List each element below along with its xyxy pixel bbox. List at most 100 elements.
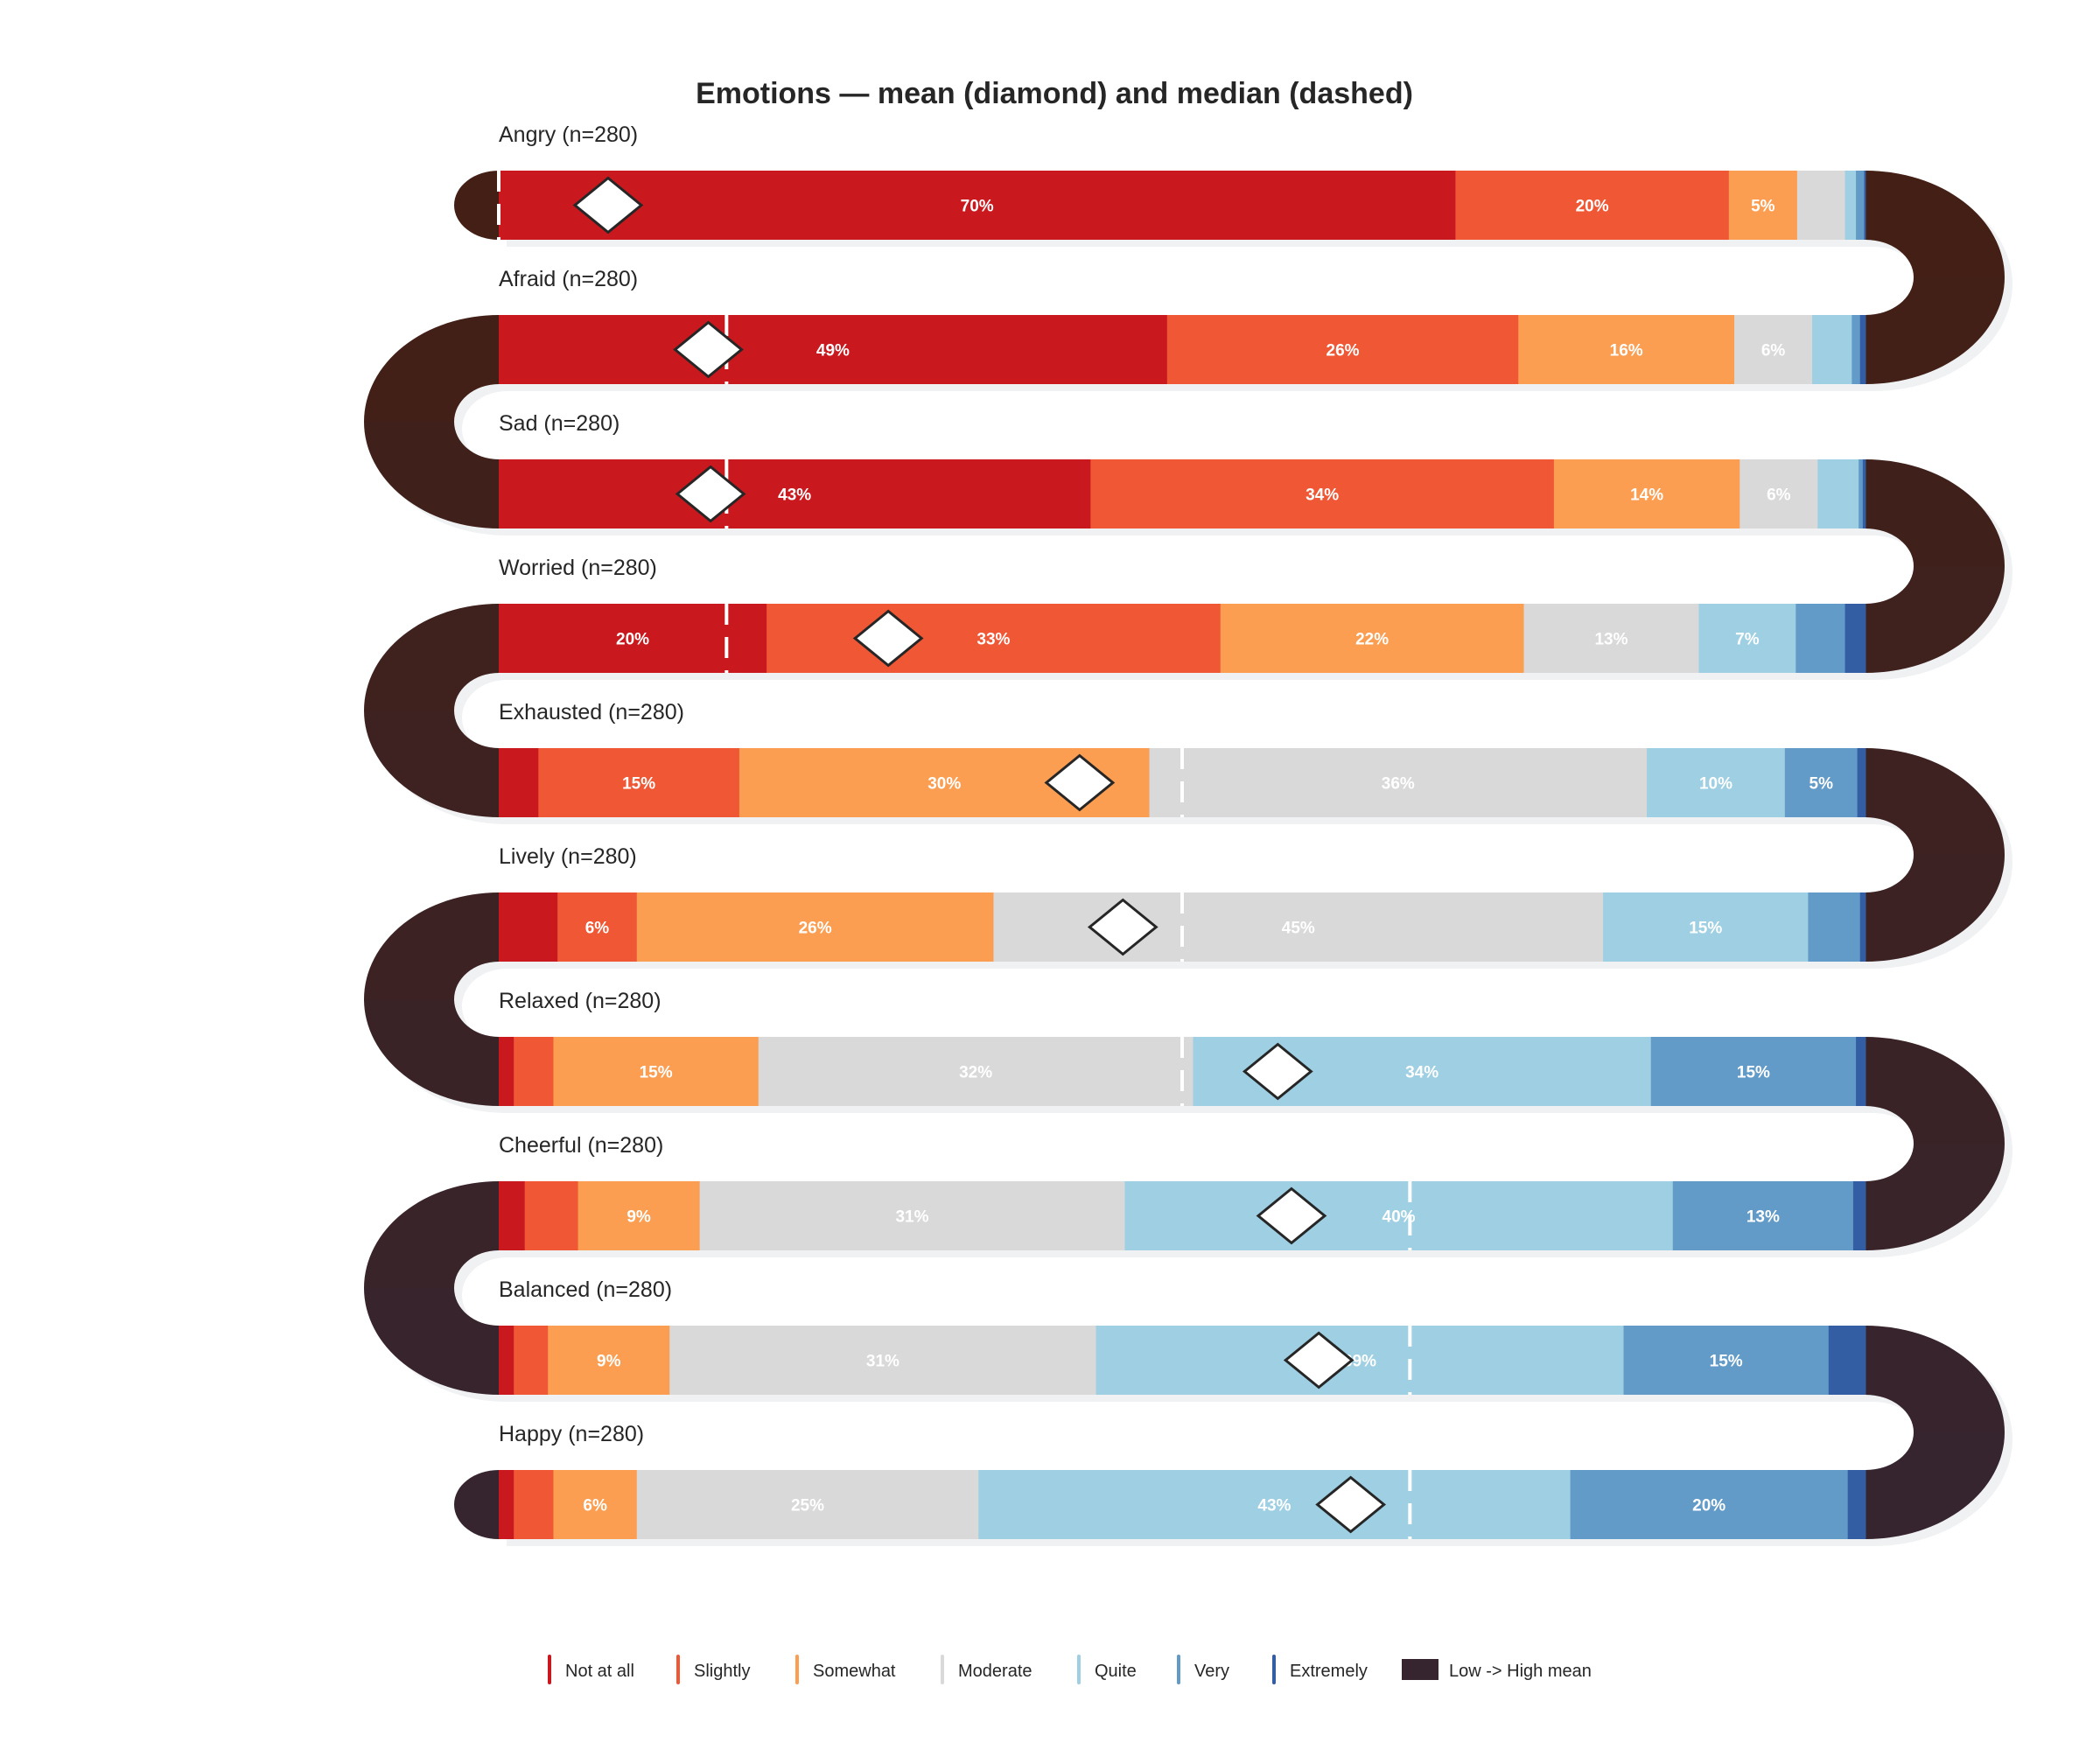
segment-somewhat xyxy=(1553,459,1740,528)
legend: Not at all Slightly Somewhat Moderate Quite V… xyxy=(548,1655,1592,1684)
segment-slightly xyxy=(514,1470,554,1539)
legend-swatch xyxy=(941,1655,944,1684)
segment-extremely xyxy=(1859,892,1866,962)
mean-diamond xyxy=(572,176,644,234)
segment-quite xyxy=(1647,748,1786,817)
legend-item-path: Low -> High mean xyxy=(1402,1659,1592,1681)
row-label: Sad (n=280) xyxy=(499,411,620,436)
legend-item: Quite xyxy=(1077,1655,1137,1684)
segment-extremely xyxy=(1828,1326,1866,1395)
legend-item: Very xyxy=(1177,1655,1229,1684)
segment-very xyxy=(1808,892,1861,962)
segment-not-at-all xyxy=(499,604,767,673)
segment-quite xyxy=(1817,459,1859,528)
segment-slightly xyxy=(538,748,740,817)
segment-label: 25% xyxy=(791,1497,824,1516)
segment-very xyxy=(1858,459,1864,528)
segment-label: 49% xyxy=(816,342,850,360)
legend-label: Low -> High mean xyxy=(1449,1662,1592,1681)
segment-moderate xyxy=(1149,748,1648,817)
segment-label: 40% xyxy=(1382,1208,1416,1227)
segment-label: 15% xyxy=(622,775,655,794)
segment-not-at-all xyxy=(499,1037,514,1106)
end-cap xyxy=(454,1470,499,1539)
end-cap xyxy=(454,171,499,240)
segment-label: 36% xyxy=(1382,775,1415,794)
bars-layer: 70% 20% 5% 49% 26% 16% 6% 43% 34% 14% 6% 20% 33% 22% 1… xyxy=(497,171,1866,1539)
segment-label: 15% xyxy=(640,1064,673,1082)
segment-label: 6% xyxy=(583,1497,607,1516)
segment-label: 43% xyxy=(1257,1497,1291,1516)
segment-somewhat xyxy=(1518,315,1735,384)
segment-label: 45% xyxy=(1282,920,1315,938)
segment-label: 33% xyxy=(976,631,1010,649)
segment-label: 6% xyxy=(585,920,610,938)
segment-not-at-all xyxy=(499,315,1168,384)
segment-not-at-all xyxy=(499,1181,526,1250)
row-label: Afraid (n=280) xyxy=(499,267,638,291)
segment-somewhat xyxy=(578,1181,701,1250)
segment-label: 7% xyxy=(1735,631,1760,649)
legend-label: Very xyxy=(1194,1662,1229,1681)
mean-diamond xyxy=(1044,753,1116,812)
segment-slightly xyxy=(1166,315,1519,384)
legend-label: Slightly xyxy=(694,1662,750,1681)
segment-not-at-all xyxy=(499,1326,514,1395)
segment-label: 6% xyxy=(1761,342,1786,360)
segment-slightly xyxy=(557,892,638,962)
segment-somewhat xyxy=(548,1326,670,1395)
segment-label: 31% xyxy=(895,1208,928,1227)
segment-label: 13% xyxy=(1746,1208,1780,1227)
segment-slightly xyxy=(1455,171,1730,240)
legend-item: Not at all xyxy=(548,1655,634,1684)
segment-label: 5% xyxy=(1810,775,1834,794)
segment-extremely xyxy=(1862,459,1866,528)
segment-very xyxy=(1784,748,1858,817)
segment-moderate xyxy=(669,1326,1097,1395)
segment-label: 15% xyxy=(1710,1353,1743,1371)
segment-very xyxy=(1672,1181,1854,1250)
segment-label: 20% xyxy=(1576,198,1609,216)
segment-not-at-all xyxy=(499,171,1456,240)
mean-diamond xyxy=(675,465,746,523)
segment-somewhat xyxy=(636,892,994,962)
serpentine-path xyxy=(364,171,2005,1539)
legend-swatch xyxy=(795,1655,799,1684)
segment-extremely xyxy=(1864,171,1866,240)
turn-right-top xyxy=(1866,748,2005,855)
turn-right-top xyxy=(1866,1037,2005,1144)
legend-swatch xyxy=(1272,1655,1276,1684)
turn-right-bottom xyxy=(1866,1144,2005,1250)
row-label: Happy (n=280) xyxy=(499,1422,644,1446)
segment-quite xyxy=(1096,1326,1625,1395)
turn-left-bottom xyxy=(364,1288,499,1395)
legend-label: Quite xyxy=(1095,1662,1137,1681)
segment-label: 32% xyxy=(959,1064,992,1082)
segment-label: 31% xyxy=(866,1353,900,1371)
row-label: Balanced (n=280) xyxy=(499,1278,672,1302)
segment-label: 9% xyxy=(597,1353,621,1371)
segment-not-at-all xyxy=(499,748,539,817)
legend-label: Somewhat xyxy=(813,1662,896,1681)
segment-label: 43% xyxy=(778,486,811,505)
segment-label: 70% xyxy=(961,198,994,216)
legend-label: Moderate xyxy=(958,1662,1032,1681)
segment-somewhat xyxy=(1728,171,1798,240)
segment-label: 5% xyxy=(1751,198,1775,216)
mean-diamond xyxy=(852,609,924,668)
segment-label: 10% xyxy=(1699,775,1732,794)
segment-label: 20% xyxy=(616,631,649,649)
segment-label: 34% xyxy=(1405,1064,1438,1082)
segment-label: 20% xyxy=(1692,1497,1726,1516)
turn-right-bottom xyxy=(1866,566,2005,673)
mean-diamond xyxy=(673,320,744,379)
segment-extremely xyxy=(1852,1181,1866,1250)
mean-diamond xyxy=(1087,898,1158,956)
segment-moderate xyxy=(1734,315,1813,384)
segment-label: 9% xyxy=(626,1208,651,1227)
segment-moderate xyxy=(758,1037,1194,1106)
row-label: Relaxed (n=280) xyxy=(499,989,662,1013)
segment-extremely xyxy=(1847,1470,1866,1539)
segment-label: 15% xyxy=(1737,1064,1770,1082)
segment-label: 15% xyxy=(1689,920,1722,938)
